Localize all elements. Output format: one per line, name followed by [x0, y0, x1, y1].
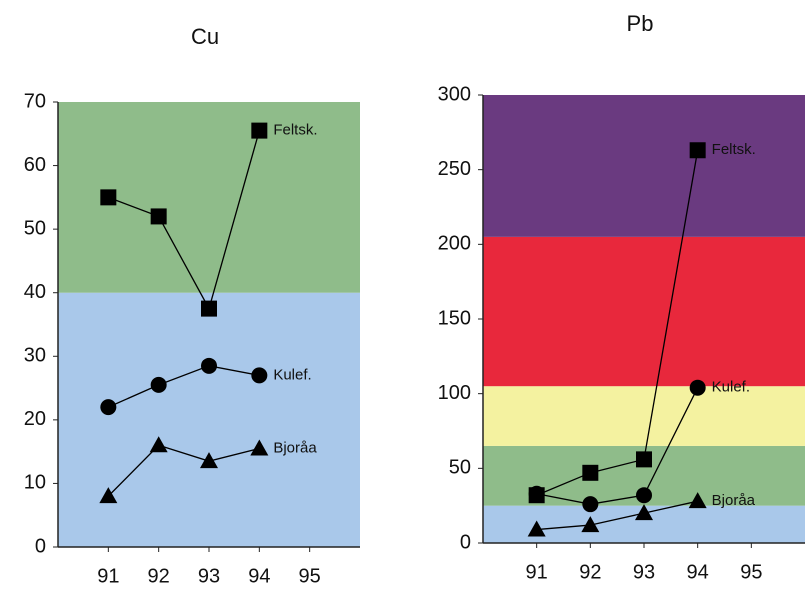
band — [483, 386, 805, 446]
series-label: Feltsk. — [712, 141, 756, 158]
y-tick-label: 10 — [24, 472, 46, 494]
marker — [528, 485, 545, 502]
marker — [689, 142, 706, 159]
marker — [150, 376, 167, 393]
series-line — [536, 500, 698, 531]
series-label: Bjoråa — [273, 439, 317, 456]
marker — [251, 367, 268, 384]
x-tick-label: 93 — [633, 561, 655, 583]
x-tick-label: 92 — [579, 561, 601, 583]
marker — [581, 516, 600, 533]
chart-title: Pb — [627, 11, 654, 36]
marker — [201, 357, 217, 374]
series-label: Bjoråa — [712, 492, 756, 509]
x-tick-label: 92 — [148, 565, 170, 587]
y-tick-label: 50 — [24, 217, 46, 239]
y-tick-label: 60 — [24, 154, 46, 176]
x-tick-label: 94 — [687, 561, 709, 583]
y-tick-label: 300 — [438, 83, 471, 105]
y-tick-label: 20 — [24, 408, 46, 430]
band — [483, 236, 805, 387]
series-label: Kulef. — [712, 379, 750, 396]
y-tick-label: 30 — [24, 345, 46, 367]
band — [58, 292, 360, 547]
marker — [100, 399, 117, 416]
x-tick-label: 95 — [740, 561, 762, 583]
x-tick-label: 94 — [248, 565, 270, 587]
marker — [149, 436, 168, 453]
marker — [688, 492, 707, 509]
marker — [582, 496, 599, 513]
series-label: Feltsk. — [273, 122, 317, 139]
marker — [636, 487, 652, 504]
marker — [100, 189, 117, 206]
y-tick-label: 0 — [35, 535, 46, 557]
marker — [99, 487, 118, 504]
marker — [527, 520, 546, 537]
series-line — [536, 150, 699, 496]
marker — [251, 122, 268, 139]
band — [483, 95, 805, 237]
y-tick-label: 250 — [438, 158, 471, 180]
y-tick-label: 200 — [438, 233, 471, 255]
marker — [150, 208, 167, 225]
y-tick-label: 150 — [438, 307, 471, 329]
marker — [689, 379, 706, 396]
marker — [582, 464, 599, 481]
series-line — [108, 130, 260, 311]
y-tick-label: 70 — [24, 90, 46, 112]
x-tick-label: 93 — [198, 565, 220, 587]
marker — [636, 451, 652, 468]
series-line — [107, 444, 260, 497]
x-tick-label: 95 — [299, 565, 321, 587]
marker — [635, 504, 653, 521]
series-line — [108, 365, 260, 408]
chart-title: Cu — [191, 24, 219, 49]
x-tick-label: 91 — [526, 561, 548, 583]
marker — [201, 300, 217, 317]
y-tick-label: 40 — [24, 281, 46, 303]
y-tick-label: 100 — [438, 382, 471, 404]
series-line — [536, 387, 699, 505]
x-tick-label: 91 — [97, 565, 119, 587]
y-tick-label: 0 — [460, 531, 471, 553]
marker — [250, 439, 269, 456]
marker — [200, 452, 218, 469]
y-tick-label: 50 — [449, 457, 471, 479]
series-label: Kulef. — [273, 366, 311, 383]
